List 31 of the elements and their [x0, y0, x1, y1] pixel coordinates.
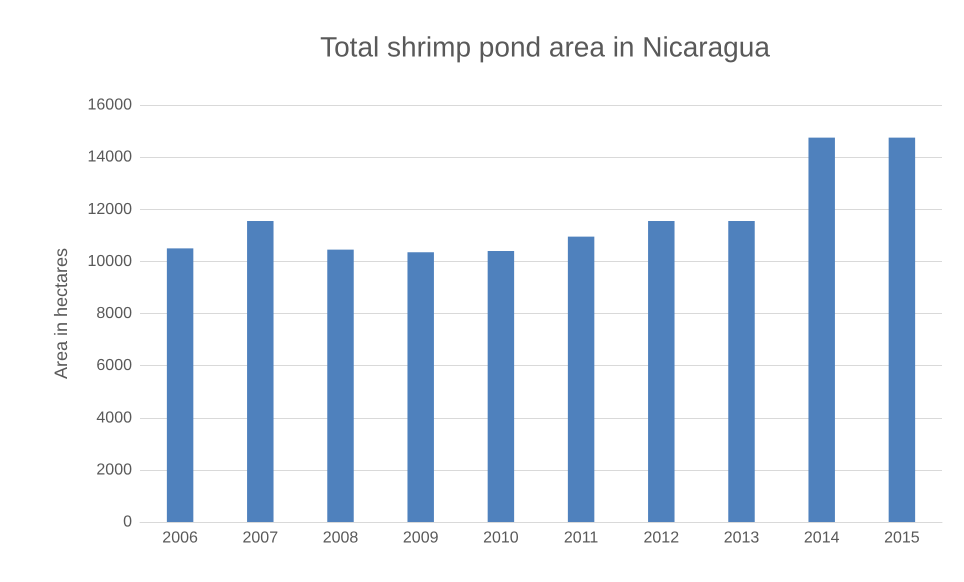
bar [888, 138, 916, 522]
x-tick-label: 2010 [483, 530, 519, 546]
bar [247, 220, 274, 522]
x-tick-label: 2014 [804, 530, 840, 546]
bar [327, 250, 354, 522]
y-tick-label: 8000 [96, 305, 132, 322]
bar [568, 236, 594, 522]
y-tick-label: 14000 [88, 148, 132, 166]
bar [648, 220, 675, 522]
x-tick-label: 2015 [884, 530, 920, 546]
bar [808, 138, 835, 522]
y-tick-label: 6000 [96, 357, 132, 374]
bar [166, 248, 194, 522]
y-tick-label: 2000 [96, 461, 132, 478]
x-tick-label: 2008 [322, 530, 358, 546]
x-tick-label: 2007 [242, 530, 278, 546]
bar [407, 252, 434, 522]
x-tick-label: 2011 [564, 530, 598, 546]
y-tick-label: 10000 [88, 252, 132, 270]
y-tick-label: 16000 [88, 96, 132, 114]
bar [728, 220, 755, 522]
y-tick-label: 12000 [88, 200, 132, 218]
x-tick-label: 2006 [162, 530, 198, 546]
y-tick-label: 0 [123, 514, 132, 530]
x-tick-label: 2012 [644, 530, 680, 546]
x-tick-label: 2013 [724, 530, 760, 546]
bar [488, 250, 514, 522]
x-tick-label: 2009 [402, 530, 439, 546]
y-axis-title: Area in hectares [51, 248, 71, 380]
chart-title: Total shrimp pond area in Nicaragua [320, 32, 770, 62]
y-tick-label: 4000 [96, 409, 132, 426]
